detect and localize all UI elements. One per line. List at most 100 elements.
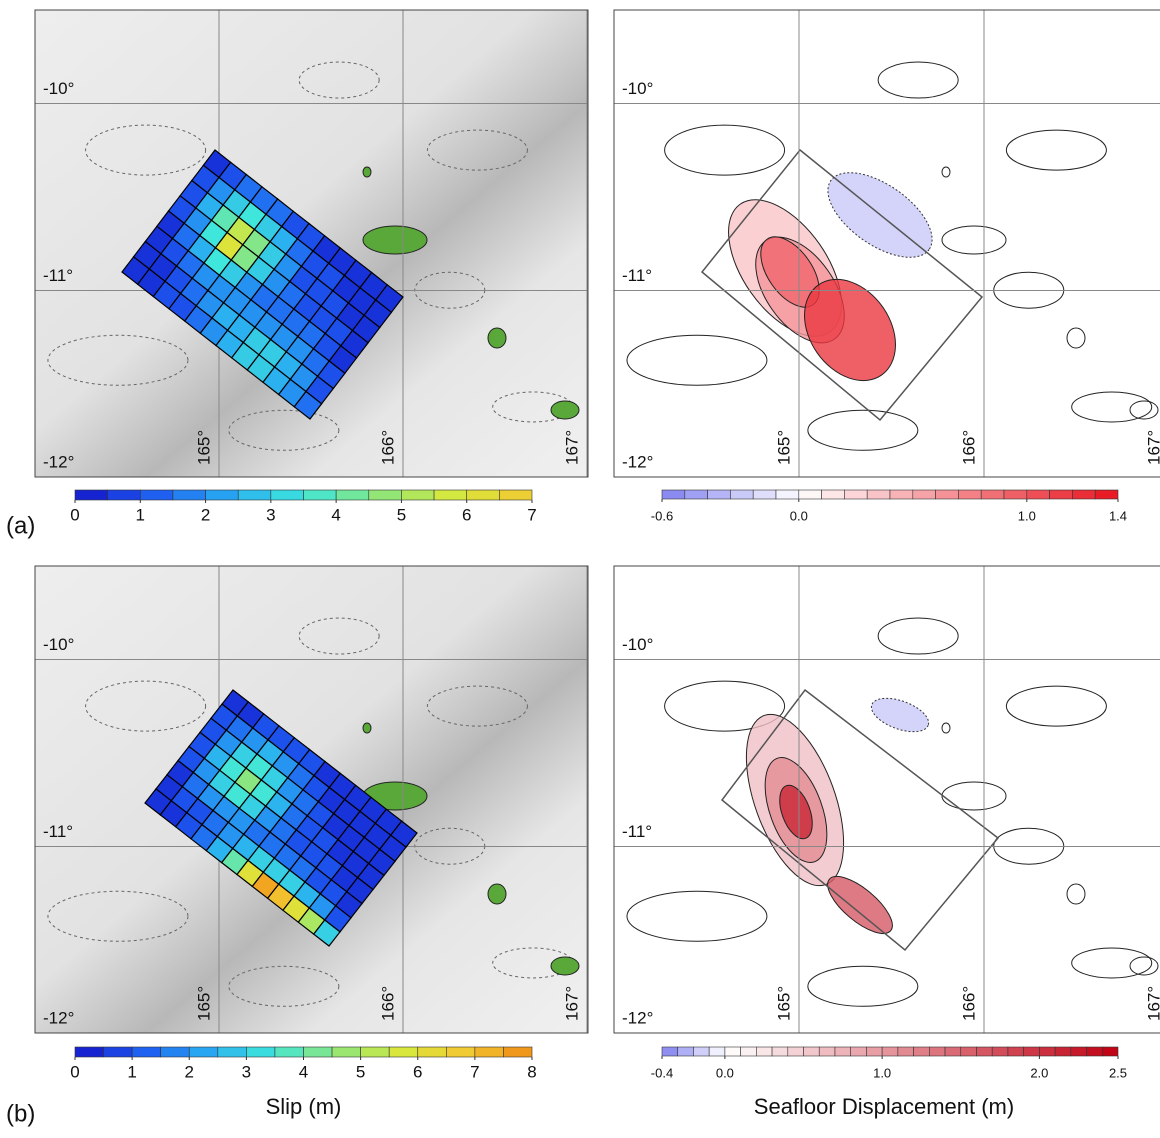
- island: [1066, 327, 1086, 349]
- panel-label: (a): [6, 512, 35, 539]
- colorbar-label: 0.0: [790, 508, 808, 523]
- bathymetry-contour: [228, 965, 340, 1007]
- axis-label: Seafloor Displacement (m): [754, 1094, 1014, 1119]
- colorbar-label: -0.4: [651, 1065, 673, 1080]
- colorbar-segment: [935, 489, 959, 500]
- colorbar-segment: [881, 1046, 899, 1057]
- lon-label: 166°: [959, 430, 978, 465]
- colorbar-segment: [787, 1046, 804, 1057]
- colorbar-segment: [944, 1046, 962, 1057]
- bathymetry-contour: [1005, 685, 1107, 727]
- colorbar-segment: [929, 1046, 946, 1057]
- bathymetry-contour: [626, 334, 768, 386]
- colorbar-segment: [466, 489, 500, 501]
- colorbar-segment: [172, 489, 206, 501]
- bathymetry-contour: [807, 409, 919, 451]
- colorbar-segment: [303, 1046, 333, 1058]
- colorbar-segment: [1094, 489, 1119, 500]
- bathymetry-contour: [47, 334, 189, 386]
- colorbar-segment: [188, 1046, 219, 1058]
- colorbar-segment: [1039, 1046, 1056, 1057]
- island: [1129, 956, 1159, 976]
- colorbar-label: 3: [242, 1062, 251, 1081]
- island: [1129, 400, 1159, 420]
- colorbar-segment: [740, 1046, 757, 1057]
- lon-label: 165°: [194, 986, 213, 1021]
- colorbar-segment: [834, 1046, 851, 1057]
- colorbar-segment: [274, 1046, 304, 1058]
- map-content: 165° 166° 167° -10° -11° -12°: [35, 10, 588, 477]
- colorbar-segment: [433, 489, 468, 501]
- colorbar-segment: [331, 1046, 361, 1058]
- lat-label: -10°: [43, 79, 74, 98]
- map-panel: 165° 166° 167° -10° -11° -12°: [613, 565, 1160, 1034]
- colorbar-segment: [139, 489, 174, 501]
- colorbar-segment: [160, 1046, 190, 1058]
- bathymetry-contour: [426, 129, 528, 171]
- bathymetry-contour: [426, 685, 528, 727]
- colorbar-segment: [976, 1046, 993, 1057]
- lat-label: -10°: [43, 635, 74, 654]
- colorbar-segment: [775, 489, 800, 500]
- map-content: 165° 166° 167° -10° -11° -12°: [614, 566, 1160, 1033]
- map-panel: 165° 166° 167° -10° -11° -12°: [34, 9, 589, 478]
- colorbar-segment: [131, 1046, 161, 1058]
- map-panel: 165° 166° 167° -10° -11° -12°: [34, 565, 589, 1034]
- bathymetry-contour: [1005, 129, 1107, 171]
- colorbar-segment: [958, 489, 982, 500]
- island: [362, 225, 428, 255]
- lon-label: 167°: [562, 986, 581, 1021]
- colorbar-segment: [798, 489, 822, 500]
- bathymetry-contour: [626, 890, 768, 942]
- colorbar-segment: [237, 489, 272, 501]
- colorbar-segment: [850, 1046, 867, 1057]
- colorbar-segment: [74, 1046, 104, 1058]
- map-frame: [34, 565, 589, 1034]
- lon-label: 167°: [1144, 430, 1160, 465]
- colorbar-segment: [980, 489, 1005, 500]
- bathymetry-contour: [298, 617, 380, 655]
- colorbar-segment: [960, 1046, 977, 1057]
- colorbar-segment: [388, 1046, 419, 1058]
- colorbar-label: -0.6: [651, 508, 673, 523]
- colorbar-segment: [684, 489, 708, 500]
- colorbar-label: 8: [527, 1062, 536, 1081]
- colorbar-segment: [335, 489, 370, 501]
- colorbar-segment: [991, 1046, 1009, 1057]
- island: [550, 400, 580, 420]
- colorbar-segment: [417, 1046, 447, 1058]
- bathymetry-contour: [85, 124, 207, 176]
- colorbar-segment: [661, 1046, 679, 1057]
- colorbar-segment: [803, 1046, 820, 1057]
- lon-label: 167°: [562, 430, 581, 465]
- bathymetry-contour: [1071, 391, 1153, 423]
- colorbar-segment: [1070, 1046, 1087, 1057]
- slip-cell: [312, 919, 341, 947]
- colorbar-segment: [1023, 1046, 1040, 1057]
- bathymetry-contour: [47, 890, 189, 942]
- colorbar-label: 2.0: [1030, 1065, 1048, 1080]
- lon-label: 166°: [959, 986, 978, 1021]
- displacement-contour: [779, 784, 813, 840]
- island: [362, 166, 372, 178]
- colorbar-label: 4: [331, 505, 340, 524]
- colorbar-segment: [707, 489, 731, 500]
- colorbar-segment: [724, 1046, 741, 1057]
- lat-label: -12°: [622, 1008, 653, 1027]
- colorbar-label: 2: [185, 1062, 194, 1081]
- lat-label: -11°: [622, 822, 652, 841]
- island: [362, 722, 372, 734]
- colorbar-segment: [499, 489, 533, 501]
- slip-cell: [293, 390, 323, 420]
- colorbar-segment: [677, 1046, 694, 1057]
- colorbar-label: 5: [356, 1062, 365, 1081]
- colorbar-segment: [818, 1046, 836, 1057]
- colorbar-segment: [1072, 489, 1096, 500]
- colorbar-segment: [360, 1046, 390, 1058]
- colorbar-segment: [913, 1046, 930, 1057]
- colorbar-segment: [217, 1046, 247, 1058]
- colorbar-label: 6: [462, 505, 471, 524]
- colorbar-segment: [107, 489, 141, 501]
- colorbar-label: 7: [470, 1062, 479, 1081]
- axis-label: Slip (m): [266, 1094, 342, 1119]
